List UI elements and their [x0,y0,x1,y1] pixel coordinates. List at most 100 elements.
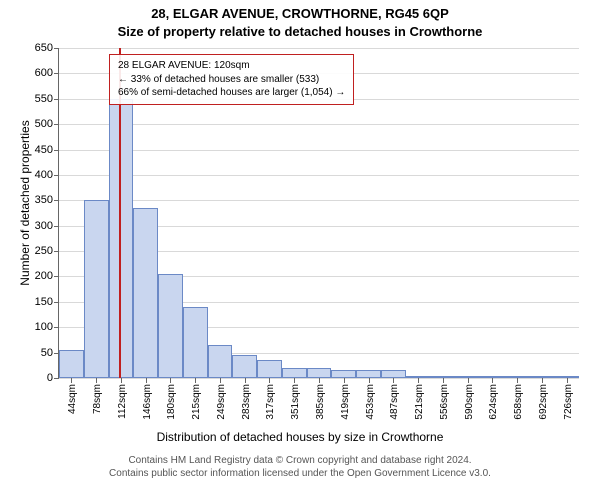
info-box-line2: ← 33% of detached houses are smaller (53… [118,73,345,87]
ytick-mark [54,73,59,74]
ytick-mark [54,175,59,176]
chart-container: 28, ELGAR AVENUE, CROWTHORNE, RG45 6QP S… [0,0,600,500]
footer: Contains HM Land Registry data © Crown c… [0,454,600,480]
xtick-mark [443,378,444,383]
histogram-bar [307,368,332,378]
ytick-mark [54,99,59,100]
xtick-mark [517,378,518,383]
y-axis-label: Number of detached properties [18,103,32,303]
xtick-mark [71,378,72,383]
ytick-mark [54,150,59,151]
xtick-mark [319,378,320,383]
histogram-bar [183,307,208,378]
gridline-h [59,200,579,201]
xtick-mark [195,378,196,383]
xtick-label: 726sqm [563,384,574,420]
histogram-bar [84,200,109,378]
xtick-label: 180sqm [166,384,177,420]
xtick-label: 215sqm [191,384,202,420]
xtick-label: 385sqm [315,384,326,420]
ytick-mark [54,251,59,252]
x-axis-label: Distribution of detached houses by size … [0,430,600,444]
info-box: 28 ELGAR AVENUE: 120sqm ← 33% of detache… [109,54,354,105]
ytick-label: 250 [35,245,53,257]
histogram-bar [331,370,356,378]
xtick-label: 78sqm [92,384,103,414]
xtick-mark [170,378,171,383]
ytick-label: 600 [35,67,53,79]
xtick-label: 590sqm [464,384,475,420]
info-box-line1: 28 ELGAR AVENUE: 120sqm [118,59,345,73]
xtick-mark [344,378,345,383]
xtick-mark [492,378,493,383]
ytick-mark [54,327,59,328]
xtick-mark [269,378,270,383]
histogram-bar [133,208,158,378]
page-title-line2: Size of property relative to detached ho… [0,24,600,39]
ytick-label: 50 [41,347,53,359]
info-box-line3: 66% of semi-detached houses are larger (… [118,86,345,100]
ytick-label: 500 [35,118,53,130]
ytick-mark [54,200,59,201]
xtick-label: 692sqm [538,384,549,420]
footer-line1: Contains HM Land Registry data © Crown c… [0,454,600,467]
xtick-label: 556sqm [439,384,450,420]
ytick-label: 550 [35,93,53,105]
ytick-mark [54,124,59,125]
histogram-bar [208,345,233,378]
xtick-label: 317sqm [265,384,276,420]
xtick-label: 146sqm [142,384,153,420]
histogram-bar [257,360,282,378]
histogram-bar [109,99,134,378]
xtick-label: 351sqm [290,384,301,420]
xtick-mark [542,378,543,383]
histogram-bar [356,370,381,378]
ytick-label: 350 [35,194,53,206]
xtick-mark [393,378,394,383]
xtick-label: 658sqm [513,384,524,420]
gridline-h [59,175,579,176]
footer-line2: Contains public sector information licen… [0,467,600,480]
xtick-label: 249sqm [216,384,227,420]
xtick-label: 487sqm [389,384,400,420]
xtick-mark [121,378,122,383]
xtick-mark [96,378,97,383]
ytick-label: 100 [35,321,53,333]
ytick-mark [54,302,59,303]
xtick-label: 419sqm [340,384,351,420]
xtick-label: 521sqm [414,384,425,420]
gridline-h [59,48,579,49]
ytick-label: 0 [47,372,53,384]
xtick-mark [146,378,147,383]
histogram-bar [158,274,183,378]
histogram-bar [381,370,406,378]
xtick-mark [418,378,419,383]
xtick-mark [294,378,295,383]
xtick-mark [369,378,370,383]
xtick-mark [567,378,568,383]
gridline-h [59,150,579,151]
xtick-label: 112sqm [117,384,128,419]
xtick-label: 283sqm [241,384,252,420]
histogram-bar [59,350,84,378]
ytick-label: 150 [35,296,53,308]
xtick-mark [245,378,246,383]
ytick-label: 300 [35,220,53,232]
ytick-mark [54,48,59,49]
xtick-label: 624sqm [488,384,499,420]
ytick-label: 400 [35,169,53,181]
xtick-label: 44sqm [67,384,78,414]
gridline-h [59,124,579,125]
xtick-label: 453sqm [365,384,376,420]
histogram-bar [282,368,307,378]
xtick-mark [468,378,469,383]
ytick-mark [54,226,59,227]
ytick-mark [54,276,59,277]
xtick-mark [220,378,221,383]
histogram-plot: 0501001502002503003504004505005506006504… [58,48,579,379]
ytick-label: 450 [35,144,53,156]
ytick-mark [54,378,59,379]
ytick-label: 650 [35,42,53,54]
page-title-line1: 28, ELGAR AVENUE, CROWTHORNE, RG45 6QP [0,6,600,21]
ytick-label: 200 [35,270,53,282]
